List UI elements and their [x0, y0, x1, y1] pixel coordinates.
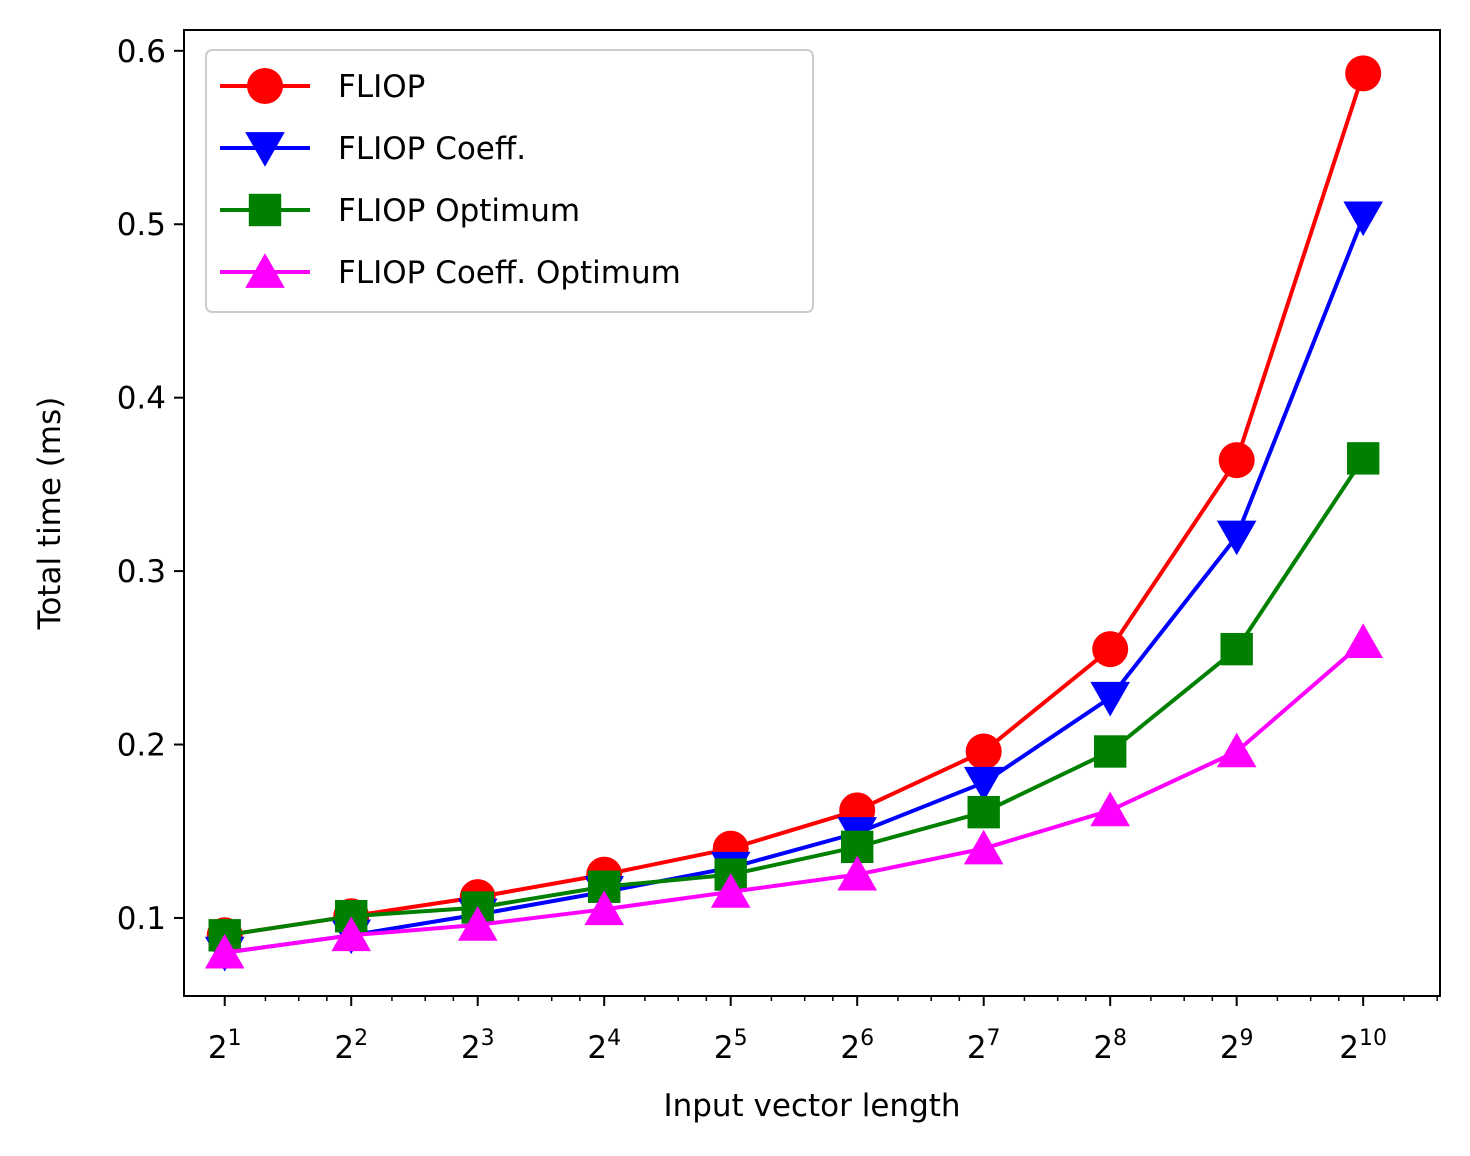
x-tick-base: 2	[208, 1030, 228, 1066]
legend-label: FLIOP Coeff. Optimum	[338, 255, 681, 291]
x-tick-exponent: 8	[1113, 1026, 1127, 1051]
x-tick-exponent: 7	[987, 1026, 1001, 1051]
y-tick-label: 0.1	[117, 901, 166, 937]
series-3	[208, 442, 1380, 952]
series-line	[224, 457, 1365, 938]
x-tick-label: 210	[1339, 1026, 1387, 1066]
x-tick-exponent: 2	[354, 1026, 368, 1051]
circle-marker	[1218, 442, 1255, 479]
x-tick-exponent: 10	[1359, 1026, 1387, 1051]
plot-area	[204, 55, 1383, 972]
x-tick-base: 2	[1339, 1030, 1359, 1066]
x-tick-label: 27	[967, 1026, 1001, 1066]
y-tick-label: 0.5	[117, 207, 166, 243]
square-marker	[248, 193, 282, 227]
y-tick-label: 0.3	[117, 554, 166, 590]
x-tick-label: 22	[334, 1026, 368, 1066]
circle-marker	[1345, 55, 1382, 92]
series-line	[224, 640, 1365, 955]
x-tick-exponent: 5	[734, 1026, 748, 1051]
x-tick-exponent: 4	[607, 1026, 621, 1051]
legend-entry: FLIOP	[220, 68, 425, 105]
triangle-up-marker	[837, 855, 877, 891]
x-tick-base: 2	[714, 1030, 734, 1066]
square-marker	[1346, 442, 1380, 475]
x-tick-base: 2	[587, 1030, 607, 1066]
legend-label: FLIOP Optimum	[338, 193, 580, 229]
x-tick-base: 2	[334, 1030, 354, 1066]
legend: FLIOP FLIOP Coeff. FLIOP Optimum FLIOP Coef…	[205, 49, 814, 313]
triangle-up-marker	[457, 906, 498, 941]
y-tick-label: 0.2	[117, 728, 166, 764]
square-marker	[1220, 632, 1253, 666]
legend-label: FLIOP Coeff.	[338, 131, 526, 167]
triangle-down-marker	[1343, 201, 1383, 237]
x-tick-exponent: 1	[228, 1026, 242, 1051]
triangle-up-marker	[710, 873, 751, 908]
x-tick-base: 2	[461, 1030, 481, 1066]
legend-label: FLIOP	[338, 69, 425, 105]
x-tick-base: 2	[840, 1030, 860, 1066]
y-tick-label: 0.4	[117, 381, 166, 417]
triangle-up-marker	[1090, 791, 1130, 827]
triangle-up-marker	[1216, 732, 1257, 768]
legend-entry: FLIOP Optimum	[220, 193, 580, 229]
y-tick-label: 0.6	[117, 34, 166, 70]
x-tick-base: 2	[967, 1030, 987, 1066]
x-tick-base: 2	[1093, 1030, 1113, 1066]
x-tick-exponent: 3	[481, 1026, 495, 1051]
x-tick-label: 28	[1093, 1026, 1127, 1066]
legend-box	[205, 49, 814, 313]
triangle-up-marker	[1343, 623, 1383, 659]
circle-marker	[1092, 631, 1129, 668]
x-tick-exponent: 9	[1240, 1026, 1254, 1051]
circle-marker	[247, 68, 283, 104]
square-marker	[967, 795, 1000, 829]
x-axis-label: Input vector length	[663, 1088, 960, 1124]
triangle-down-marker	[1216, 520, 1257, 556]
triangle-up-marker	[245, 253, 285, 288]
circle-marker	[965, 733, 1002, 770]
series-4	[204, 623, 1383, 969]
x-tick-label: 24	[587, 1026, 621, 1066]
triangle-down-marker	[963, 766, 1004, 802]
x-tick-label: 25	[714, 1026, 748, 1066]
x-tick-exponent: 6	[860, 1026, 874, 1051]
triangle-down-marker	[245, 132, 285, 167]
y-axis-label: Total time (ms)	[32, 397, 68, 631]
x-tick-label: 21	[208, 1026, 242, 1066]
x-tick-label: 26	[840, 1026, 874, 1066]
square-marker	[1093, 735, 1127, 768]
legend-entry: FLIOP Coeff. Optimum	[220, 253, 681, 291]
triangle-up-marker	[331, 916, 372, 952]
triangle-up-marker	[963, 829, 1004, 865]
triangle-up-marker	[584, 890, 625, 926]
series-line	[224, 72, 1366, 938]
plot-frame	[183, 29, 1441, 997]
series-line	[224, 216, 1366, 955]
x-tick-label: 23	[461, 1026, 495, 1066]
x-tick-label: 29	[1220, 1026, 1254, 1066]
triangle-down-marker	[1090, 681, 1130, 717]
triangle-up-marker	[204, 933, 245, 969]
x-tick-base: 2	[1220, 1030, 1240, 1066]
legend-entry: FLIOP Coeff.	[220, 131, 526, 167]
